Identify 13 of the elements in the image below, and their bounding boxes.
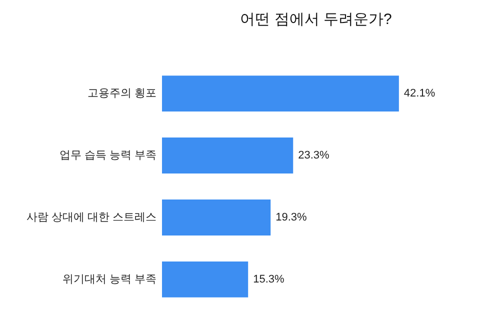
- bar: [162, 76, 399, 112]
- data-label: 42.1%: [404, 88, 436, 100]
- data-label: 15.3%: [253, 273, 285, 286]
- y-tick-label: 위기대처 능력 부족: [62, 273, 156, 286]
- y-tick-label: 사람 상대에 대한 스트레스: [26, 211, 156, 224]
- data-label: 23.3%: [298, 150, 330, 162]
- y-tick-label: 고용주의 횡포: [87, 88, 156, 100]
- chart-title: 어떤 점에서 두려운가?: [240, 11, 392, 28]
- bar: [162, 138, 294, 174]
- bar: [162, 200, 271, 236]
- y-tick-label: 업무 습득 능력 부족: [59, 150, 156, 162]
- data-label: 19.3%: [276, 211, 308, 224]
- bar: [162, 261, 248, 298]
